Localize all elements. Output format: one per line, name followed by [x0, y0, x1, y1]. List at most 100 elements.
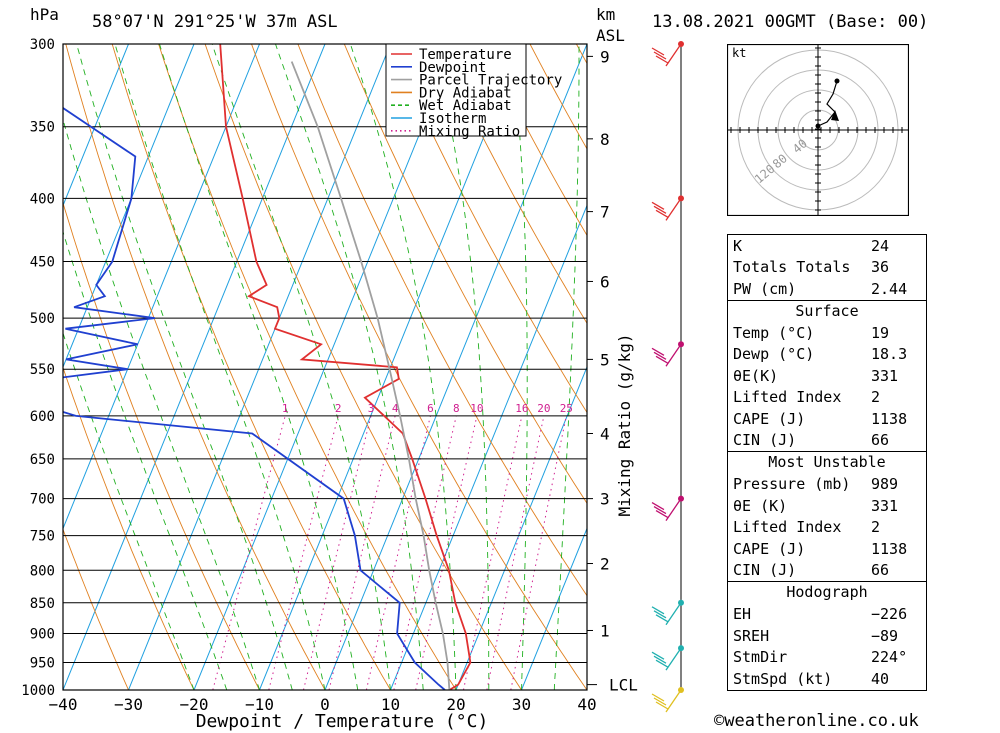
legend-label: Parcel Trajectory — [419, 73, 562, 89]
legend-label: Wet Adiabat — [419, 98, 512, 114]
pressure-unit: hPa — [30, 5, 59, 24]
wind-barb-feather — [655, 355, 669, 364]
temperature-tick-label: 10 — [381, 695, 400, 714]
datetime-title: 13.08.2021 00GMT (Base: 00) — [652, 12, 929, 32]
hodograph-stats-title: Hodograph — [786, 583, 868, 601]
km-tick-label: 5 — [600, 350, 610, 369]
km-tick-label: 8 — [600, 130, 610, 149]
dry-adiabat-line — [343, 44, 587, 505]
mu-pressure-value: 989 — [871, 475, 899, 494]
parcel-trajectory-line — [290, 61, 451, 690]
isotherm-line — [63, 44, 195, 369]
wind-barb-feather — [653, 655, 667, 664]
wind-barb-feather — [651, 347, 665, 356]
isotherm-line — [324, 44, 587, 690]
hodograph-end-dot — [834, 78, 840, 84]
mixing-ratio-label: 6 — [427, 402, 434, 415]
totals-value: 36 — [871, 258, 890, 277]
surface-temp-label: Temp (°C) — [733, 323, 815, 342]
mu-li-label: Lifted Index — [733, 518, 842, 537]
sreh-value: −89 — [871, 626, 899, 645]
wind-barb-feather — [651, 651, 665, 660]
wind-barb-feather — [653, 205, 667, 214]
legend-label: Temperature — [419, 47, 512, 63]
mixing-ratio-line — [303, 415, 372, 690]
wet-adiabat-line — [553, 44, 580, 690]
wind-barb-feather — [655, 510, 669, 519]
stmspd-label: StmSpd (kt) — [733, 669, 833, 688]
legend-label: Dewpoint — [419, 60, 486, 76]
dewpoint-line — [63, 106, 446, 690]
wind-barb-feather — [653, 697, 667, 706]
legend-label: Mixing Ratio — [419, 124, 520, 140]
wind-barb-feather — [653, 610, 667, 619]
isotherm-line — [521, 527, 587, 690]
temperature-tick-label: 20 — [446, 695, 465, 714]
pressure-tick-label: 650 — [30, 452, 55, 468]
isotherm-line — [455, 365, 587, 690]
pressure-tick-label: 600 — [30, 409, 55, 425]
mixing-ratio-axis-title: Mixing Ratio (g/kg) — [615, 333, 634, 516]
x-axis-title: Dewpoint / Temperature (°C) — [196, 711, 489, 732]
indices-panel: K 24 Totals Totals 36 PW (cm) 2.44 Surface … — [727, 234, 927, 691]
pressure-tick-label: 750 — [30, 529, 55, 545]
dry-adiabat-line — [63, 528, 129, 690]
wind-barb-feather — [651, 502, 665, 511]
wind-barb-feather — [651, 606, 665, 615]
mu-pressure-label: Pressure (mb) — [733, 475, 851, 494]
mixing-ratio-line — [328, 415, 396, 690]
wind-barb-feather — [651, 47, 665, 56]
temperature-line — [219, 44, 472, 690]
mixing-ratio-label: 20 — [537, 402, 550, 415]
wind-barb-feather — [653, 506, 667, 515]
wind-barb-shaft — [665, 647, 682, 671]
isotherm-line — [390, 204, 587, 690]
mixing-ratio-label: 3 — [368, 402, 375, 415]
lcl-label: LCL — [609, 676, 638, 695]
height-unit: km — [596, 5, 616, 24]
credit-link[interactable]: ©weatheronline.co.uk — [714, 711, 919, 731]
mu-theta-label: θE (K) — [733, 496, 788, 515]
pressure-tick-label: 700 — [30, 492, 55, 508]
wind-barb-feather — [651, 201, 665, 210]
location-title: 58°07'N 291°25'W 37m ASL — [92, 12, 338, 32]
temperature-tick-label: 40 — [577, 695, 596, 714]
dry-adiabat-line — [111, 44, 391, 690]
wind-barb-feather — [655, 614, 669, 623]
sreh-label: SREH — [733, 626, 770, 645]
mixing-ratio-label: 10 — [470, 402, 483, 415]
surface-dewp-value: 18.3 — [871, 345, 908, 364]
wind-barb-shaft — [665, 602, 682, 626]
wind-barb-feather — [653, 351, 667, 360]
surface-dewp-label: Dewp (°C) — [733, 345, 815, 364]
km-tick-label: 1 — [600, 621, 610, 640]
wind-barb-shaft — [665, 43, 682, 67]
plot-frame — [62, 43, 588, 691]
wind-barb-feather — [655, 659, 669, 668]
surface-li-value: 2 — [871, 388, 881, 407]
surface-cape-label: CAPE (J) — [733, 409, 806, 428]
wind-barb-feather — [655, 55, 669, 64]
mu-cin-label: CIN (J) — [733, 561, 797, 580]
mu-li-value: 2 — [871, 518, 881, 537]
surface-theta-label: θE(K) — [733, 366, 779, 385]
wet-adiabat-line — [349, 44, 457, 690]
isotherm-line — [63, 44, 129, 207]
mixing-ratio-line — [393, 415, 457, 690]
surface-temp-value: 19 — [871, 323, 890, 342]
pw-value: 2.44 — [871, 279, 908, 298]
dry-adiabat-line — [436, 44, 587, 325]
isotherm-line — [193, 44, 457, 690]
surface-li-label: Lifted Index — [733, 388, 842, 407]
k-index-value: 24 — [871, 236, 890, 255]
stmdir-value: 224° — [871, 648, 908, 667]
stmspd-value: 40 — [871, 669, 890, 688]
wet-adiabat-line — [114, 44, 326, 690]
wind-barb-shaft — [665, 498, 682, 521]
wind-barb-shaft — [665, 343, 682, 367]
temperature-tick-label: 0 — [320, 695, 330, 714]
dry-adiabat-line — [483, 44, 587, 237]
dry-adiabat-line — [63, 201, 260, 690]
